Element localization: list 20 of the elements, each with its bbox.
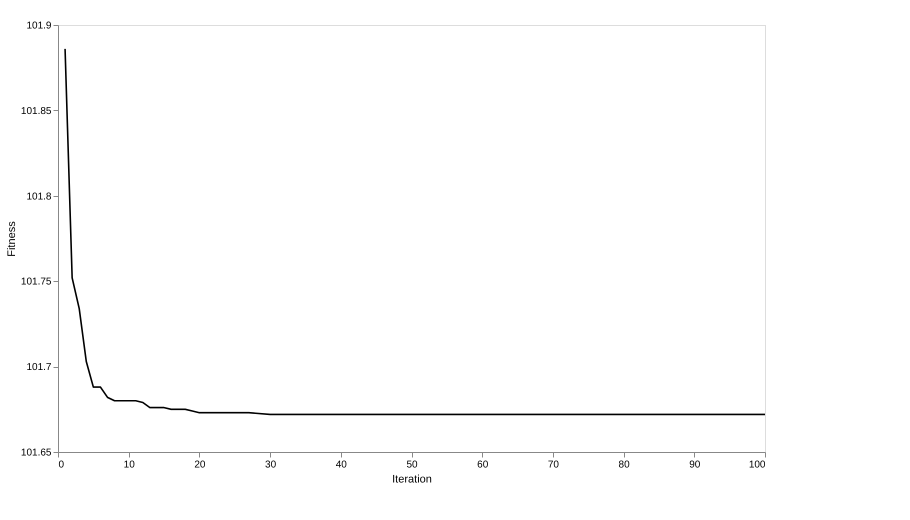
y-tick-label: 101.8 [26,191,52,202]
y-tick-label: 101.75 [20,276,52,288]
y-axis-title: Fitness [6,220,18,257]
y-tick-label: 101.7 [26,362,52,374]
x-tick-label: 100 [748,460,766,470]
line-series [64,48,765,416]
x-tick-label: 10 [124,460,136,470]
x-tick-label: 40 [336,460,348,470]
x-tick-label: 70 [548,460,560,470]
y-tick-label: 101.65 [20,448,52,458]
x-tick-label: 60 [477,460,489,470]
y-tick-label: 101.9 [26,20,52,32]
x-tick-label: 0 [58,460,64,470]
x-tick-label: 50 [406,460,418,470]
y-tick-label: 101.85 [20,106,52,117]
x-axis-title: Iteration [392,474,432,486]
x-tick-label: 20 [194,460,206,470]
x-tick-label: 30 [265,460,277,470]
x-tick-label: 90 [689,460,701,470]
x-tick-label: 80 [618,460,630,470]
